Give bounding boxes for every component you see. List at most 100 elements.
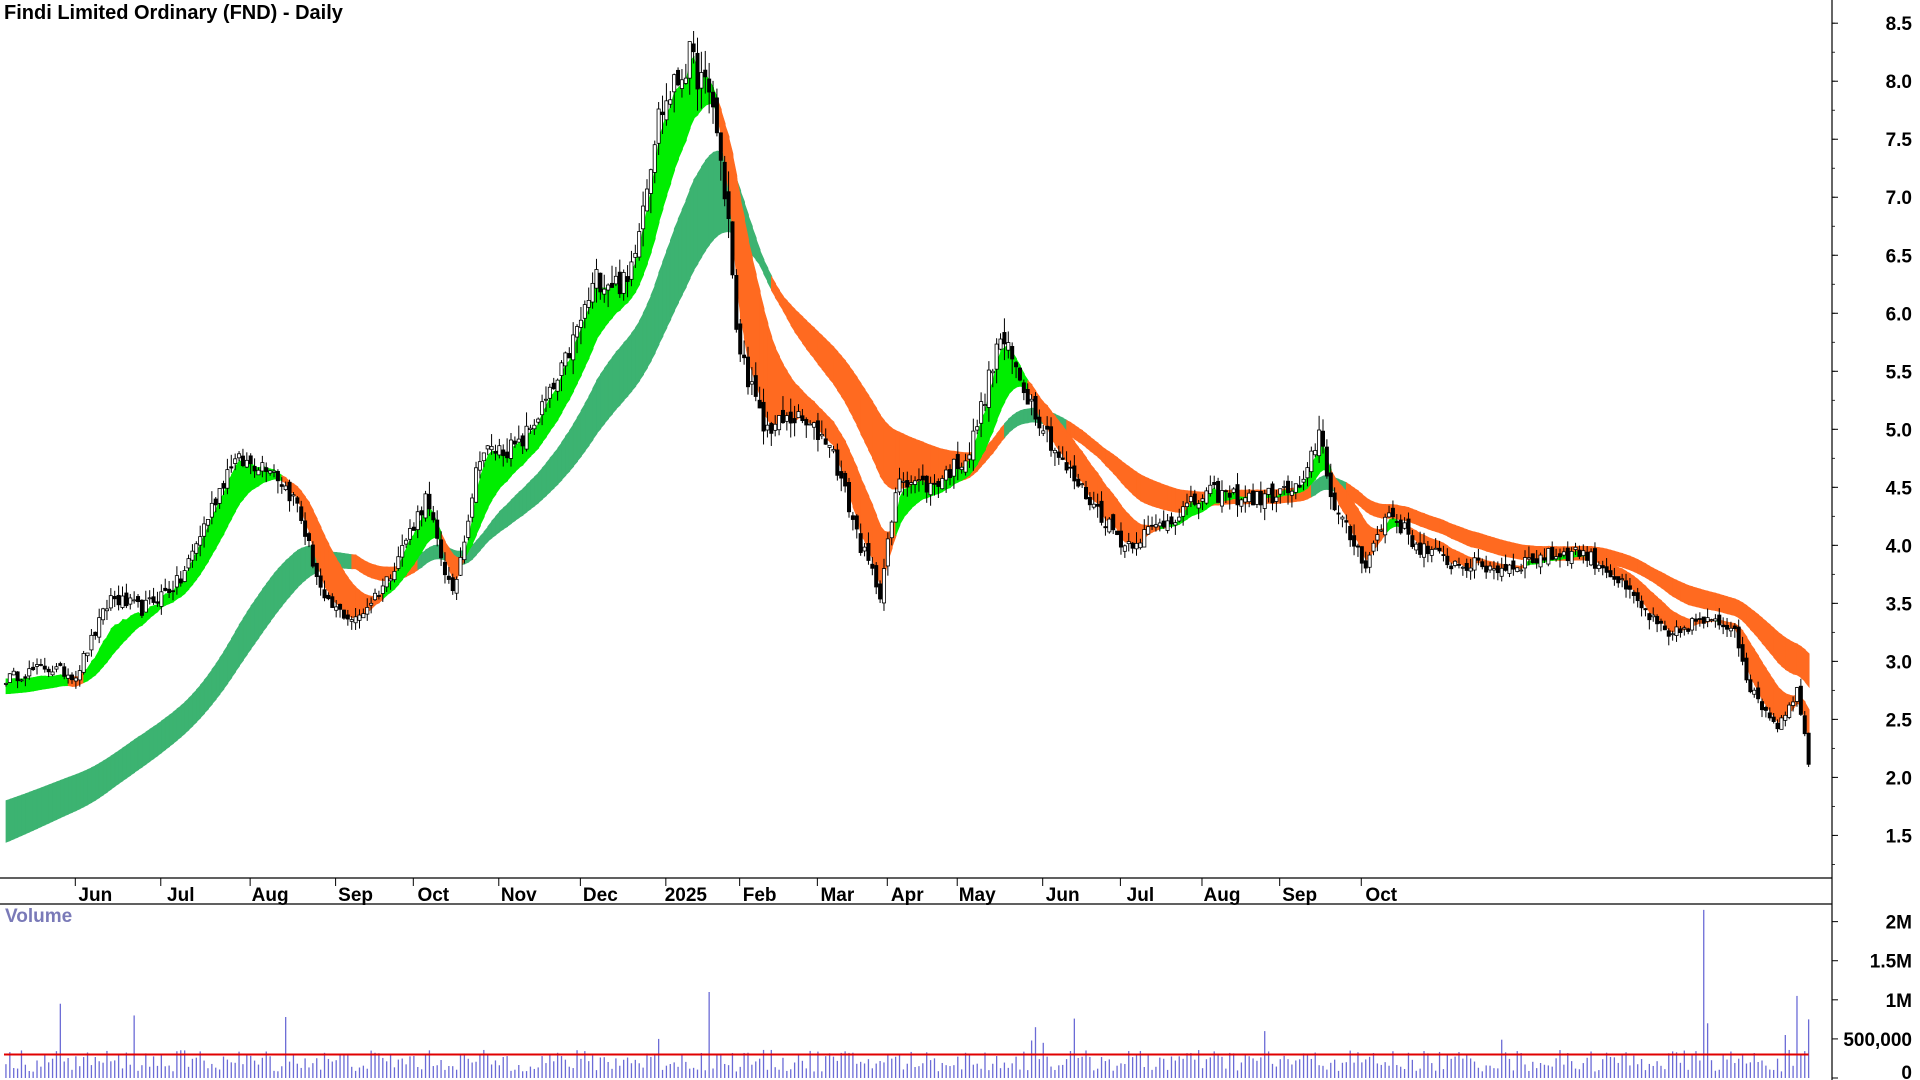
candle-body: [788, 411, 793, 424]
candle-body: [792, 418, 797, 424]
short-term-ma-band-segment: [479, 464, 485, 526]
candle-body: [905, 480, 910, 488]
candle-body: [1394, 521, 1399, 523]
short-term-ma-band-segment: [534, 423, 540, 453]
candle-body: [959, 466, 964, 470]
long-term-ma-band-segment: [273, 568, 279, 617]
candle-body: [610, 282, 615, 288]
candle-body: [1523, 557, 1528, 569]
short-term-ma-band-segment: [184, 567, 190, 595]
long-term-ma-band-segment: [530, 476, 536, 510]
candle-body: [948, 469, 953, 478]
long-term-ma-band-segment: [506, 499, 512, 528]
candle-body: [940, 478, 945, 490]
candle-body: [248, 455, 253, 465]
candle-body: [1336, 512, 1341, 515]
candle-body: [1752, 689, 1757, 695]
candle-body: [260, 462, 265, 472]
long-term-ma-band-segment: [180, 701, 186, 738]
candle-body: [920, 475, 925, 481]
candle-body: [944, 469, 949, 481]
candle-body: [1177, 516, 1182, 522]
long-term-ma-band-segment: [654, 272, 660, 354]
x-tick-label: Oct: [417, 885, 449, 906]
candle-body: [279, 484, 284, 487]
long-term-ma-band-segment: [526, 480, 532, 513]
candle-body: [1763, 706, 1768, 711]
candle-body: [466, 520, 471, 538]
candle-body: [1239, 499, 1244, 507]
candle-body: [1150, 524, 1155, 527]
candle-body: [847, 482, 852, 513]
candle-body: [1546, 548, 1551, 565]
short-term-ma-band-segment: [580, 316, 586, 376]
long-term-ma-band-segment: [592, 380, 598, 441]
candle-body: [93, 631, 98, 636]
candle-body: [1499, 567, 1504, 577]
short-term-ma-band-segment: [561, 363, 567, 414]
candle-body: [1616, 576, 1621, 584]
candle-body: [1507, 564, 1512, 574]
candle-body: [112, 596, 117, 600]
candle-body: [1118, 530, 1123, 548]
candle-body: [745, 356, 750, 388]
short-term-ma-band-segment: [549, 392, 555, 432]
long-term-ma-band-segment: [545, 457, 551, 497]
volume-tick-label: 0: [1901, 1063, 1912, 1080]
candle-body: [1655, 616, 1660, 625]
candle-body: [1678, 628, 1683, 634]
candle-body: [345, 614, 350, 620]
candle-body: [691, 43, 696, 53]
candle-body: [1592, 548, 1597, 569]
short-term-ma-band-segment: [91, 656, 97, 679]
candle-body: [1686, 628, 1691, 632]
long-term-ma-band-segment: [126, 741, 132, 779]
candle-body: [493, 450, 498, 454]
candle-body: [1600, 565, 1605, 569]
short-term-ma-band-segment: [903, 487, 909, 519]
candle-body: [1561, 551, 1566, 556]
candle-body: [1658, 620, 1663, 624]
short-term-ma-band-segment: [106, 627, 112, 663]
candle-body: [73, 677, 78, 682]
candle-body: [264, 467, 269, 472]
candle-body: [1181, 506, 1186, 517]
candle-body: [1441, 554, 1446, 556]
long-term-ma-band-segment: [118, 747, 124, 785]
long-term-ma-band-segment: [234, 623, 240, 673]
candle-body: [85, 652, 90, 657]
long-term-ma-band-segment: [565, 429, 571, 477]
candle-body: [1021, 382, 1026, 394]
candle-body: [1748, 679, 1753, 693]
candle-body: [268, 470, 273, 474]
candle-body: [613, 275, 618, 285]
candle-body: [594, 269, 599, 289]
candle-body: [1375, 534, 1380, 541]
candle-body: [582, 304, 587, 319]
price-tick-label: 4.5: [1886, 478, 1913, 499]
candle-body: [1639, 600, 1644, 609]
candle-body: [458, 557, 463, 576]
long-term-ma-band-segment: [223, 644, 229, 690]
candle-body: [190, 550, 195, 561]
candle-body: [1188, 496, 1193, 503]
candle-body: [1383, 516, 1388, 536]
long-term-ma-band-segment: [708, 151, 714, 246]
candle-body: [1740, 644, 1745, 662]
candle-body: [252, 465, 257, 472]
candle-body: [431, 512, 436, 521]
candle-body: [1352, 535, 1357, 547]
candle-body: [116, 594, 121, 606]
candle-body: [1185, 502, 1190, 507]
candle-body: [396, 556, 401, 569]
candle-body: [1029, 398, 1034, 402]
candle-body: [590, 282, 595, 303]
price-tick-label: 6.5: [1886, 246, 1913, 267]
long-term-ma-band-segment: [534, 472, 540, 507]
candle-body: [1464, 562, 1469, 571]
candle-body: [975, 426, 980, 431]
long-term-ma-band-segment: [262, 582, 268, 634]
candle-body: [1305, 467, 1310, 479]
candle-body: [1045, 425, 1050, 430]
candle-body: [1309, 450, 1314, 473]
